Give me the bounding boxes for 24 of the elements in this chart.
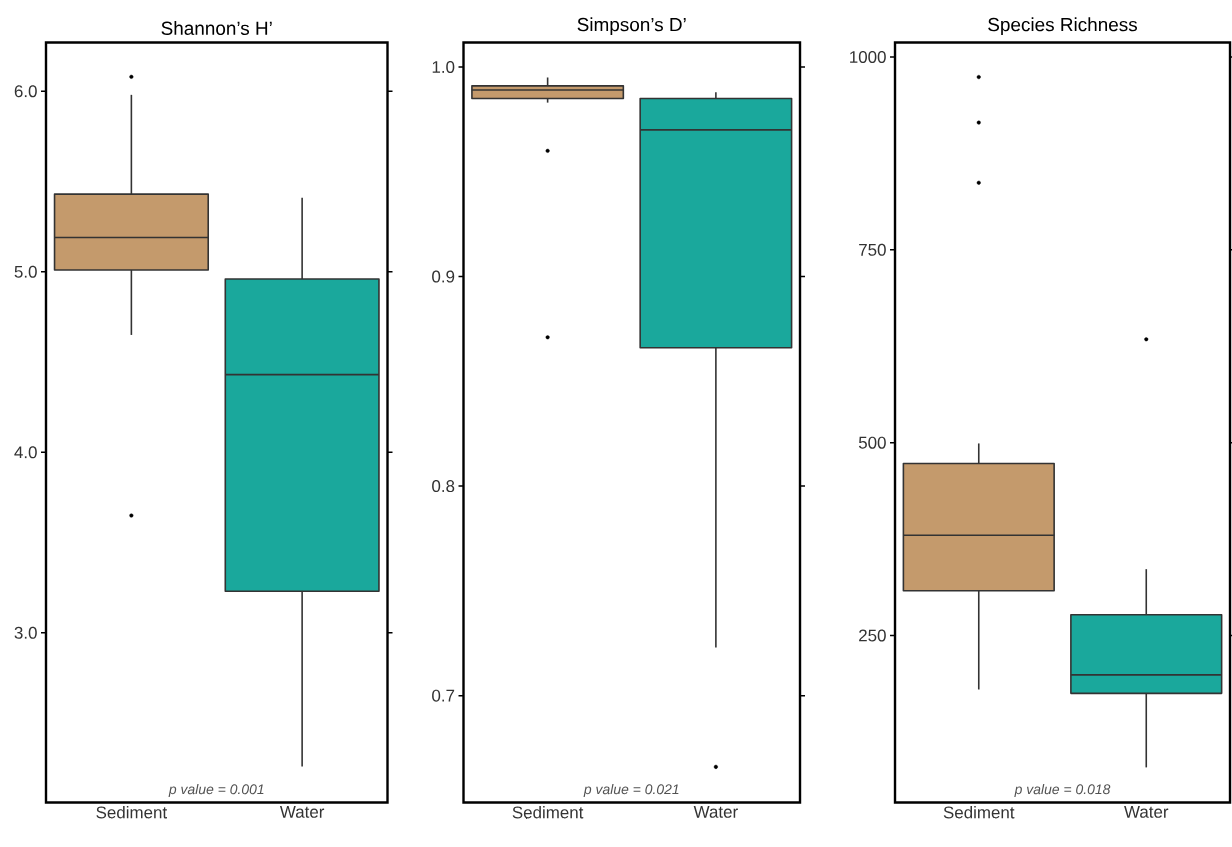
y-tick-label: 6.0: [14, 85, 37, 98]
y-tick-label: 0.9: [432, 270, 455, 283]
y-tick-label: 5.0: [14, 265, 37, 278]
x-tick-label: Water: [1124, 806, 1169, 818]
x-tick-label: Sediment: [512, 806, 584, 819]
y-tick-label: 0.8: [432, 480, 455, 493]
y-tick-label: 500: [858, 436, 886, 449]
annotation: p value = 0.001: [168, 783, 264, 797]
annotation: p value = 0.018: [1014, 783, 1111, 797]
y-tick-label: 250: [859, 629, 886, 642]
y-tick-label: 3.0: [14, 626, 37, 639]
chart-title: Simpson’s D’: [577, 17, 686, 35]
y-tick-label: 0.7: [432, 689, 455, 702]
y-tick-label: 750: [859, 243, 886, 256]
x-tick-label: Sediment: [943, 806, 1015, 819]
x-tick-label: Water: [693, 806, 738, 818]
chart-title: Shannon’s H’: [161, 21, 272, 35]
y-tick-label: 4.0: [14, 446, 37, 459]
annotation: p value = 0.021: [583, 783, 679, 797]
chart-title: Species Richness: [988, 17, 1138, 35]
x-tick-label: Water: [279, 806, 325, 818]
y-tick-label: 1.0: [432, 61, 455, 74]
x-tick-label: Sediment: [96, 806, 168, 819]
y-tick-label: 1000: [850, 50, 886, 63]
